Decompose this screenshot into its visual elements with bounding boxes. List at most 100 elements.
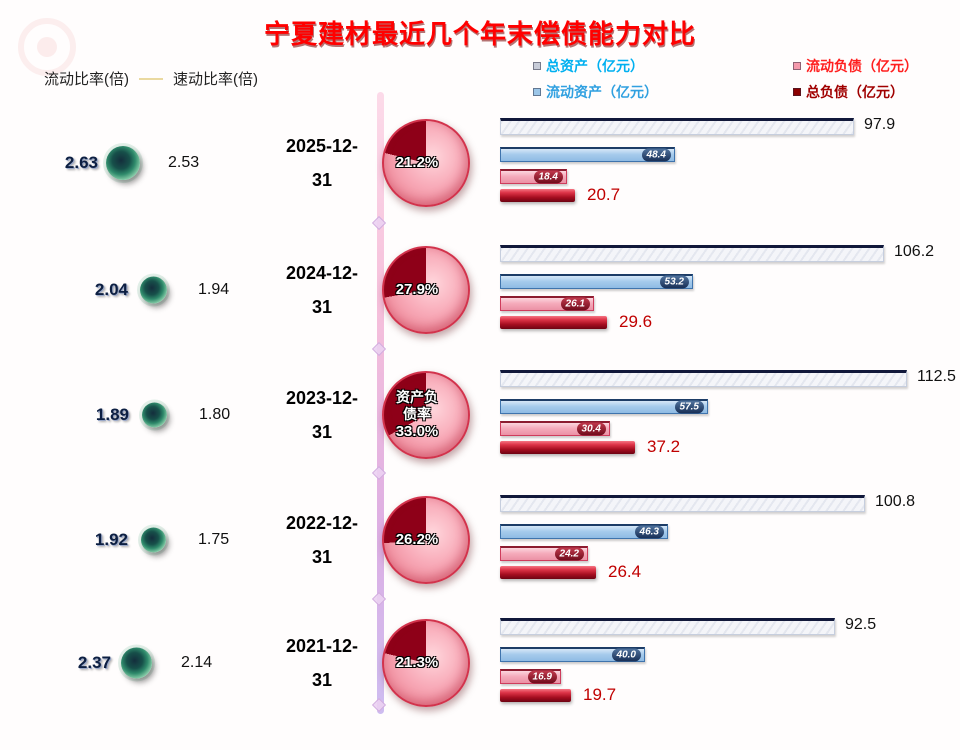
total-liabilities-value: 20.7: [587, 185, 621, 204]
debt-ratio-pie: 27.9%: [382, 245, 470, 334]
quick-ratio-value: 1.94: [198, 280, 230, 298]
debt-ratio-pie: 21.3%: [382, 618, 470, 707]
quick-ratio-value: 2.53: [168, 153, 200, 171]
current-liabilities-value: 24.2: [554, 547, 584, 561]
current-assets-value: 48.4: [641, 148, 671, 162]
total-liabilities-value: 19.7: [583, 685, 617, 704]
current-assets-bar: 48.4: [500, 147, 675, 162]
pie-label: 21.3%: [386, 654, 448, 672]
pie-label: 26.2%: [386, 531, 448, 549]
debt-ratio-value: 27.9%: [395, 280, 439, 298]
bar-group: 112.5 57.5 30.4 37.2: [500, 352, 960, 477]
total-liabilities-value: 26.4: [608, 562, 642, 581]
date-line2: 31: [311, 421, 333, 442]
ratio-bubble-marker: [121, 647, 152, 678]
total-assets-value: 106.2: [894, 243, 935, 260]
bar-group: 100.8 46.3 24.2 26.4: [500, 477, 960, 602]
total-liabilities-value: 37.2: [647, 437, 681, 456]
total-assets-value: 112.5: [917, 368, 956, 385]
date-label: 2025-12- 31: [272, 129, 372, 197]
total-liabilities-bar: [500, 441, 635, 454]
date-line2: 31: [311, 296, 333, 317]
total-assets-bar: [500, 370, 907, 387]
current-assets-value: 53.2: [659, 275, 689, 289]
current-ratio-value: 1.89: [95, 404, 129, 424]
bar-group: 92.5 40.0 16.9 19.7: [500, 600, 960, 725]
date-line1: 2023-12-: [285, 387, 359, 408]
current-liabilities-bar: 16.9: [500, 669, 561, 684]
total-liabilities-bar: [500, 566, 596, 579]
total-assets-bar: [500, 245, 884, 262]
total-assets-bar: [500, 618, 835, 635]
date-line1: 2024-12-: [285, 262, 359, 283]
current-liabilities-bar: 26.1: [500, 296, 594, 311]
total-liabilities-bar: [500, 316, 607, 329]
debt-ratio-pie: 21.2%: [382, 118, 470, 207]
debt-ratio-value: 21.2%: [395, 153, 439, 171]
legend-item: 总资产（亿元）: [533, 56, 644, 76]
current-assets-bar: 57.5: [500, 399, 708, 414]
legend-swatch: [533, 62, 541, 70]
bar-group: 106.2 53.2 26.1 29.6: [500, 227, 960, 352]
legend-swatch: [533, 88, 541, 96]
legend-label: 总资产（亿元）: [546, 58, 644, 74]
pie-label: 27.9%: [386, 281, 448, 299]
quick-ratio-value: 1.75: [198, 530, 230, 548]
legend-item: 流动资产（亿元）: [533, 82, 658, 102]
total-liabilities-value: 29.6: [619, 312, 653, 331]
date-line2: 31: [311, 169, 333, 190]
legend-swatch: [793, 88, 801, 96]
year-row: 1.89 1.80 2023-12- 31 资产负 债率 33.0% 112.5 57.5 30.…: [0, 352, 960, 477]
date-line1: 2025-12-: [285, 135, 359, 156]
date-label: 2021-12- 31: [272, 629, 372, 697]
debt-ratio-pie: 26.2%: [382, 495, 470, 584]
ratio-legend: 流动比率(倍) 速动比率(倍): [44, 68, 258, 89]
date-label: 2024-12- 31: [272, 256, 372, 324]
pie-series-label-line1: 资产负: [396, 388, 438, 405]
bar-group: 97.9 48.4 18.4 20.7: [500, 100, 960, 225]
current-ratio-value: 2.63: [64, 152, 98, 172]
total-assets-value: 100.8: [875, 493, 916, 510]
ratio-bubble-marker: [106, 145, 140, 180]
legend-label: 流动资产（亿元）: [546, 84, 658, 100]
pie-label: 21.2%: [386, 154, 448, 172]
legend-swatch: [793, 62, 801, 70]
chart-title: 宁夏建材最近几个年末偿债能力对比: [263, 19, 696, 49]
date-label: 2023-12- 31: [272, 381, 372, 449]
legend-current-ratio-label: 流动比率(倍): [44, 71, 129, 88]
current-assets-bar: 40.0: [500, 647, 645, 662]
legend-item: 总负债（亿元）: [793, 82, 904, 102]
current-liabilities-value: 30.4: [576, 422, 606, 436]
total-liabilities-bar: [500, 189, 575, 202]
pie-series-label-line2: 债率: [403, 405, 431, 422]
ratio-bubble-marker: [140, 276, 167, 303]
date-label: 2022-12- 31: [272, 506, 372, 574]
quick-ratio-value: 2.14: [181, 653, 213, 671]
current-assets-value: 57.5: [674, 400, 704, 414]
current-liabilities-bar: 30.4: [500, 421, 610, 436]
current-assets-value: 46.3: [634, 525, 664, 539]
current-liabilities-bar: 18.4: [500, 169, 567, 184]
quick-ratio-value: 1.80: [199, 405, 231, 423]
legend-label: 流动负债（亿元）: [806, 58, 918, 74]
debt-ratio-pie: 资产负 债率 33.0%: [382, 370, 470, 459]
current-assets-bar: 46.3: [500, 524, 668, 539]
timeline-axis: [377, 92, 384, 714]
current-liabilities-bar: 24.2: [500, 546, 588, 561]
current-liabilities-value: 26.1: [560, 297, 590, 311]
ratio-bubble-marker: [141, 527, 166, 552]
current-liabilities-value: 18.4: [533, 170, 563, 184]
current-ratio-value: 2.37: [77, 652, 111, 672]
year-row: 1.92 1.75 2022-12- 31 26.2% 100.8 46.3 24.2 26.4: [0, 477, 960, 602]
total-assets-value: 97.9: [864, 116, 896, 133]
ratio-bubble-marker: [142, 402, 167, 427]
current-ratio-value: 1.92: [94, 529, 128, 549]
date-line1: 2021-12-: [285, 635, 359, 656]
year-row: 2.63 2.53 2025-12- 31 21.2% 97.9 48.4 18.4 20.7: [0, 100, 960, 225]
current-ratio-value: 2.04: [94, 279, 128, 299]
date-line2: 31: [311, 669, 333, 690]
year-row: 2.04 1.94 2024-12- 31 27.9% 106.2 53.2 26.1 29.6: [0, 227, 960, 352]
logo-watermark: [18, 18, 76, 76]
legend-item: 流动负债（亿元）: [793, 56, 918, 76]
